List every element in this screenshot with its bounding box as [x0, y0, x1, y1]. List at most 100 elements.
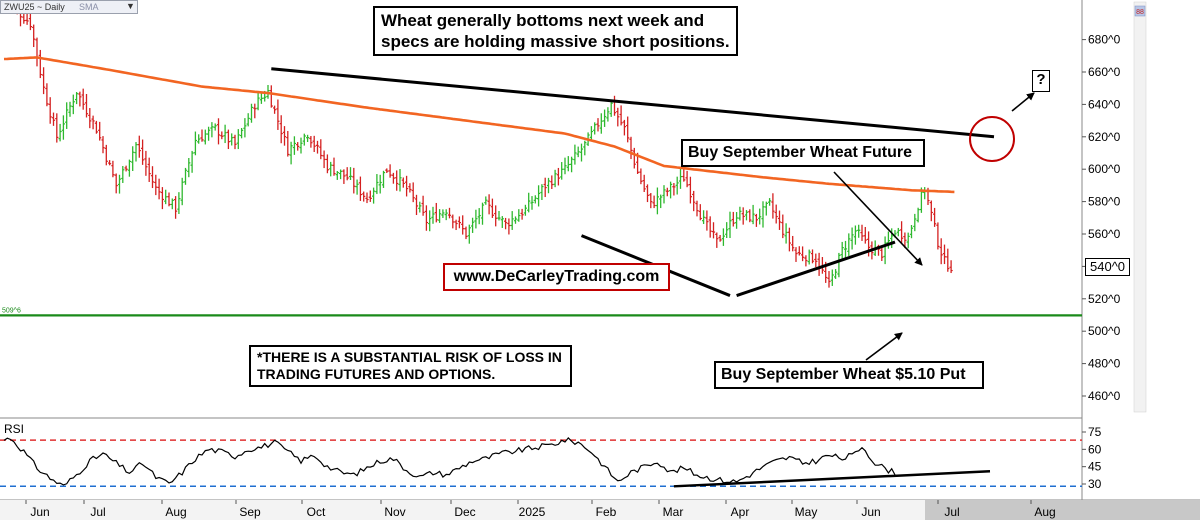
price-bar	[391, 172, 395, 184]
price-bar	[108, 160, 112, 166]
price-bar	[372, 187, 376, 204]
price-bar	[543, 177, 547, 198]
trendline	[736, 240, 896, 297]
price-bar	[853, 225, 857, 245]
price-tick-label: 680^0	[1088, 33, 1121, 47]
price-bar	[352, 167, 356, 194]
price-bar	[75, 92, 79, 105]
price-bar	[187, 157, 191, 178]
price-bar	[35, 37, 39, 67]
price-bar	[857, 224, 861, 238]
last-price-tag: 540^0	[1085, 258, 1131, 276]
price-bar	[174, 196, 178, 219]
overlay-label: SMA	[79, 2, 99, 12]
price-bar	[91, 115, 95, 130]
price-bar	[167, 192, 171, 207]
price-bar	[438, 209, 442, 223]
price-bar	[309, 136, 313, 148]
price-bar	[25, 13, 29, 25]
price-bar	[474, 209, 478, 229]
arrow-question	[1011, 92, 1035, 112]
price-bar	[230, 133, 234, 146]
price-bar	[431, 206, 435, 224]
price-bar	[791, 235, 795, 252]
annotation-website: www.DeCarleyTrading.com	[443, 263, 670, 291]
price-bar	[510, 211, 514, 230]
date-tick-label: Jul	[944, 505, 959, 519]
price-bar	[804, 255, 808, 267]
price-bar	[335, 171, 339, 180]
price-bar	[358, 176, 362, 201]
price-bar	[744, 210, 749, 221]
price-bar	[530, 196, 534, 210]
price-bar	[282, 126, 287, 146]
price-bar	[131, 146, 135, 172]
date-tick-label: 2025	[519, 505, 546, 519]
price-bar	[170, 198, 174, 210]
price-bar	[718, 234, 722, 242]
price-bar	[137, 135, 141, 158]
price-bar	[444, 209, 448, 221]
date-tick-label: Aug	[1034, 505, 1055, 519]
price-bar	[758, 208, 762, 225]
price-bar	[464, 226, 468, 240]
price-bar	[632, 147, 636, 169]
price-bar	[414, 194, 419, 216]
price-bar	[210, 122, 214, 138]
price-bar	[289, 141, 293, 165]
price-tick-label: 480^0	[1088, 357, 1121, 371]
price-bar	[127, 159, 131, 177]
price-bar	[121, 166, 125, 183]
price-bar	[546, 177, 551, 194]
price-bar	[164, 189, 168, 205]
symbol-label: ZWU25 ~ Daily	[4, 2, 65, 12]
price-bar	[345, 167, 349, 181]
price-bar	[784, 223, 788, 244]
price-bar	[65, 102, 69, 129]
price-bar	[847, 233, 851, 256]
price-bar	[929, 200, 933, 222]
price-bar	[71, 94, 75, 115]
price-bar	[708, 216, 712, 238]
price-bar	[395, 170, 399, 191]
price-bar	[197, 134, 201, 144]
price-bar	[418, 201, 422, 213]
chevron-down-icon[interactable]: ▼	[126, 1, 135, 11]
price-bar	[236, 129, 240, 150]
corner-badge-label: 88	[1136, 9, 1144, 16]
rsi-tick-label: 45	[1088, 460, 1102, 474]
price-bar	[243, 118, 247, 138]
rsi-tick-label: 75	[1088, 425, 1102, 439]
price-bar	[141, 139, 145, 165]
price-bar	[880, 247, 884, 261]
price-bar	[589, 126, 593, 142]
price-bar	[150, 166, 155, 189]
price-bar	[183, 167, 188, 185]
price-bar	[434, 202, 438, 223]
price-bar	[596, 118, 600, 132]
horizontal-line-label: 509^6	[2, 307, 21, 314]
price-bar	[675, 176, 679, 195]
price-bar	[814, 253, 818, 268]
price-bar	[695, 200, 699, 217]
annotation-buy-put: Buy September Wheat $5.10 Put	[714, 361, 984, 389]
price-bar	[451, 214, 455, 229]
date-tick-label: Feb	[596, 505, 617, 519]
symbol-selector[interactable]: ZWU25 ~ Daily SMA ▼	[0, 0, 138, 14]
price-bar	[754, 213, 758, 227]
price-tick-label: 500^0	[1088, 324, 1121, 338]
price-bar	[193, 131, 197, 156]
annotation-main: Wheat generally bottoms next week and sp…	[373, 6, 738, 56]
price-bar	[903, 232, 907, 249]
price-bar	[296, 142, 300, 151]
price-bar	[642, 174, 646, 193]
price-bar	[662, 185, 666, 204]
price-bar	[233, 134, 237, 150]
price-bar	[606, 107, 610, 122]
price-bar	[817, 252, 821, 276]
price-bar	[348, 167, 353, 181]
price-bar	[253, 103, 257, 119]
price-bar	[249, 103, 254, 123]
price-bar	[114, 173, 118, 194]
